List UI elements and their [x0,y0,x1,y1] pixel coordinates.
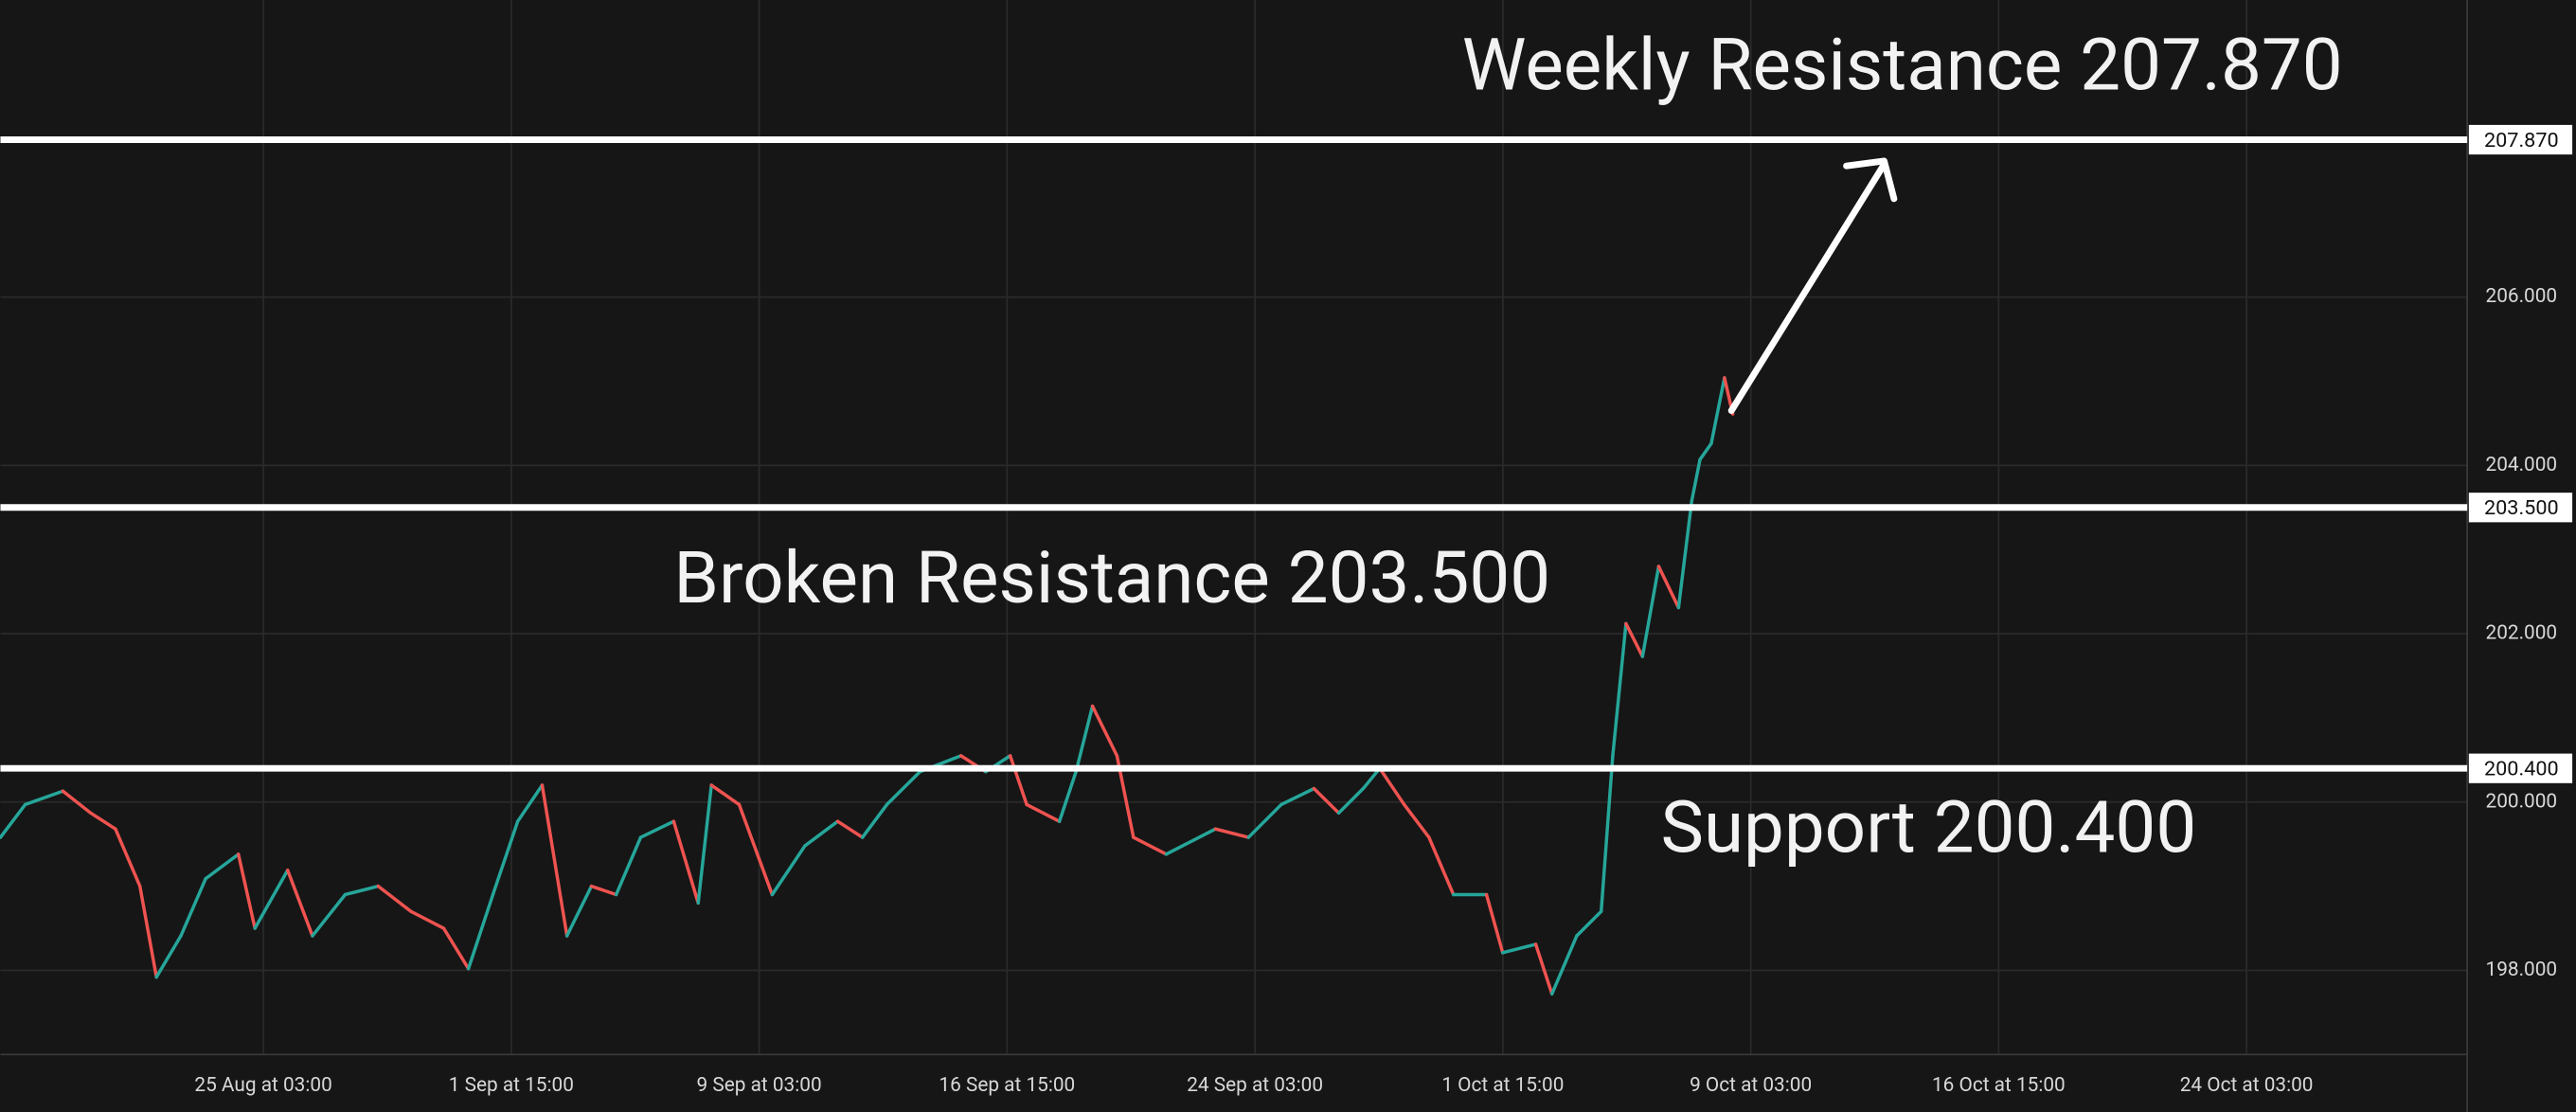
axes: 198.000 200.000 202.000 204.000 206.000 25 Au… [194,285,2557,1097]
price-segment [1008,754,1029,807]
price-segment [343,884,381,897]
price-segment [237,852,257,930]
price-segment [1213,827,1251,839]
x-tick-label: 24 Sep at 03:00 [1187,1074,1323,1097]
arrow-head [1843,157,1898,203]
price-tag [2468,753,2573,783]
x-tick-label: 9 Sep at 03:00 [697,1074,822,1097]
price-segment [1132,835,1169,856]
price-segment [154,934,183,979]
arrow-shaft [1727,160,1887,414]
price-tag-label: 207.870 [2484,129,2559,152]
x-tick-label: 1 Oct at 15:00 [1441,1074,1564,1097]
price-segment [1549,934,1579,996]
price-segment [466,892,495,971]
price-segment [23,789,65,807]
price-segment [770,844,807,897]
y-tick-label: 204.000 [2486,454,2558,476]
price-segment [885,770,922,807]
price-segment [589,884,618,897]
price-segment [1500,942,1538,955]
price-tag [2468,124,2573,155]
price-segment [1484,892,1505,955]
price-segment [1164,827,1218,856]
price-tag-label: 203.500 [2484,496,2559,520]
price-segment [376,884,413,913]
price-segment [1090,704,1119,758]
price-segment [1279,786,1316,807]
y-tick-label: 202.000 [2486,622,2558,645]
price-segment [737,802,775,897]
price-segment [1656,565,1681,610]
price-segment [1378,766,1406,807]
price-segment [515,783,545,823]
price-segment [540,783,569,938]
price-segment [0,802,27,839]
price-segment [253,868,290,930]
price-segment [1690,457,1702,503]
price-segment [137,884,158,979]
price-segment [860,802,889,839]
price-segment [696,783,713,906]
price-segment [1575,909,1603,938]
x-tick-label: 1 Sep at 15:00 [449,1074,574,1097]
price-segment [803,819,840,848]
price-segment [1312,786,1341,816]
x-tick-label: 16 Sep at 15:00 [939,1074,1075,1097]
price-segment [1025,802,1062,823]
levels: 207.870 203.500 200.400 [0,124,2573,783]
price-segment [1698,441,1713,461]
price-segment [114,827,142,888]
price-segment [709,783,742,807]
price-segment [638,819,676,839]
price-segment [204,852,241,881]
price-series [0,376,1735,996]
x-tick-label: 9 Oct at 03:00 [1690,1074,1812,1097]
annotation: Support 200.400 [1661,784,2197,870]
price-segment [311,892,348,938]
x-tick-label: 24 Oct at 03:00 [2180,1074,2314,1097]
price-segment [1640,565,1661,658]
price-segment [441,926,471,971]
price-segment [179,876,207,938]
price-segment [1074,704,1095,774]
arrow [1727,157,1898,414]
annotation: Weekly Resistance 207.870 [1462,23,2343,108]
price-segment [835,819,865,839]
price-segment [1402,802,1431,839]
price-segment [491,819,520,897]
y-tick-label: 200.000 [2486,790,2558,813]
price-segment [61,789,93,816]
price-segment [1533,942,1554,996]
annotation: Broken Resistance 203.500 [673,535,1550,620]
price-segment [88,811,117,831]
price-segment [1624,621,1645,658]
price-segment [1709,376,1726,445]
y-tick-label: 206.000 [2486,285,2558,308]
price-segment [1336,786,1366,816]
price-segment [614,835,643,897]
price-tag-label: 200.400 [2484,758,2559,781]
price-segment [1599,754,1615,913]
price-segment [1246,802,1283,839]
price-segment [564,884,594,938]
price-segment [1676,498,1694,610]
price-segment [409,909,446,930]
x-tick-label: 16 Oct at 15:00 [1932,1074,2066,1097]
price-tag [2468,493,2573,523]
price-segment [1427,835,1456,897]
x-tick-label: 25 Aug at 03:00 [194,1074,331,1097]
price-segment [1361,766,1382,791]
y-tick-label: 198.000 [2486,959,2558,981]
grid [0,0,2468,1055]
price-segment [671,819,700,906]
price-segment [286,868,314,938]
price-segment [1611,621,1628,758]
price-segment [1057,770,1078,823]
